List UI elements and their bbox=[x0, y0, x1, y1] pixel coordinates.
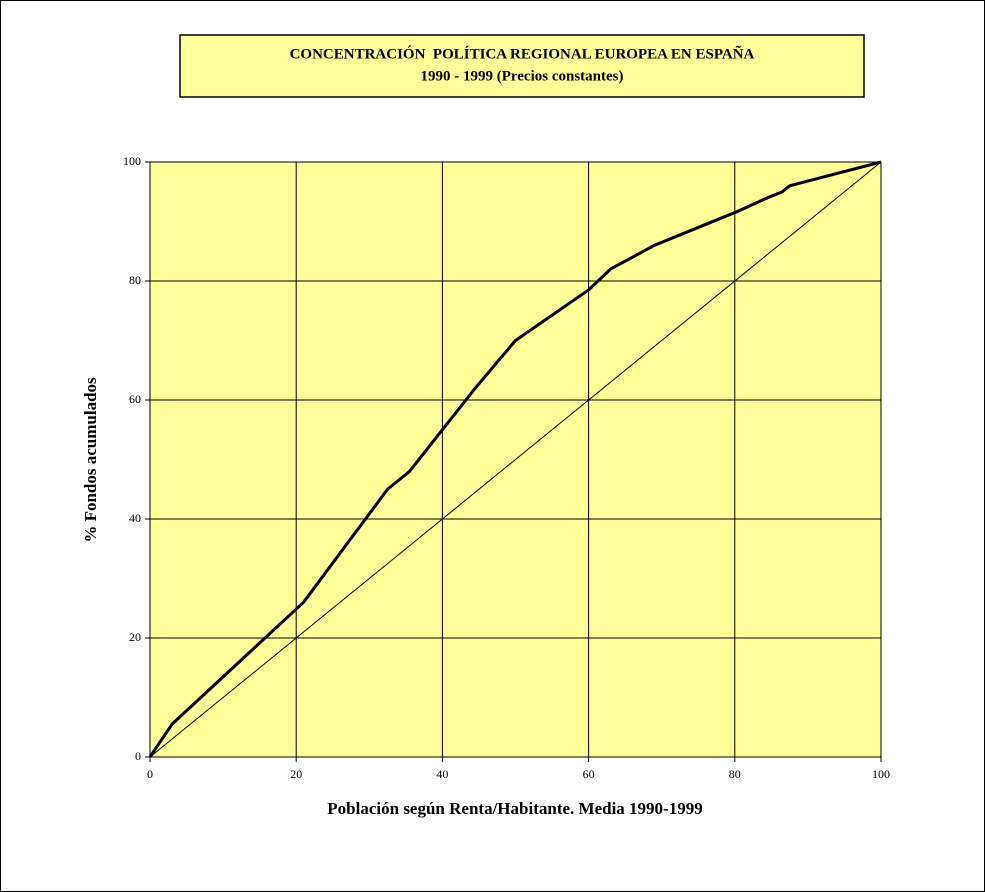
x-tick-label: 80 bbox=[729, 767, 741, 781]
y-tick-label: 20 bbox=[129, 630, 141, 644]
x-tick-label: 0 bbox=[147, 767, 153, 781]
y-axis-label: % Fondos acumulados bbox=[81, 377, 100, 543]
title-box bbox=[179, 34, 865, 98]
y-tick-label: 40 bbox=[129, 511, 141, 525]
x-tick-label: 20 bbox=[290, 767, 302, 781]
chart-title: CONCENTRACIÓN POLÍTICA REGIONAL EUROPEA … bbox=[290, 44, 755, 62]
chart-title: 1990 - 1999 (Precios constantes) bbox=[420, 68, 623, 84]
line-series bbox=[148, 160, 882, 758]
x-tick-label: 100 bbox=[872, 767, 890, 781]
x-tick-label: 40 bbox=[436, 767, 448, 781]
x-tick-label: 60 bbox=[583, 767, 595, 781]
y-tick-label: 80 bbox=[129, 273, 141, 287]
line-series bbox=[149, 161, 882, 758]
y-tick-label: 60 bbox=[129, 392, 141, 406]
x-axis-label: Población según Renta/Habitante. Media 1… bbox=[327, 799, 702, 818]
y-tick-label: 100 bbox=[123, 154, 141, 168]
y-tick-label: 0 bbox=[135, 749, 141, 763]
